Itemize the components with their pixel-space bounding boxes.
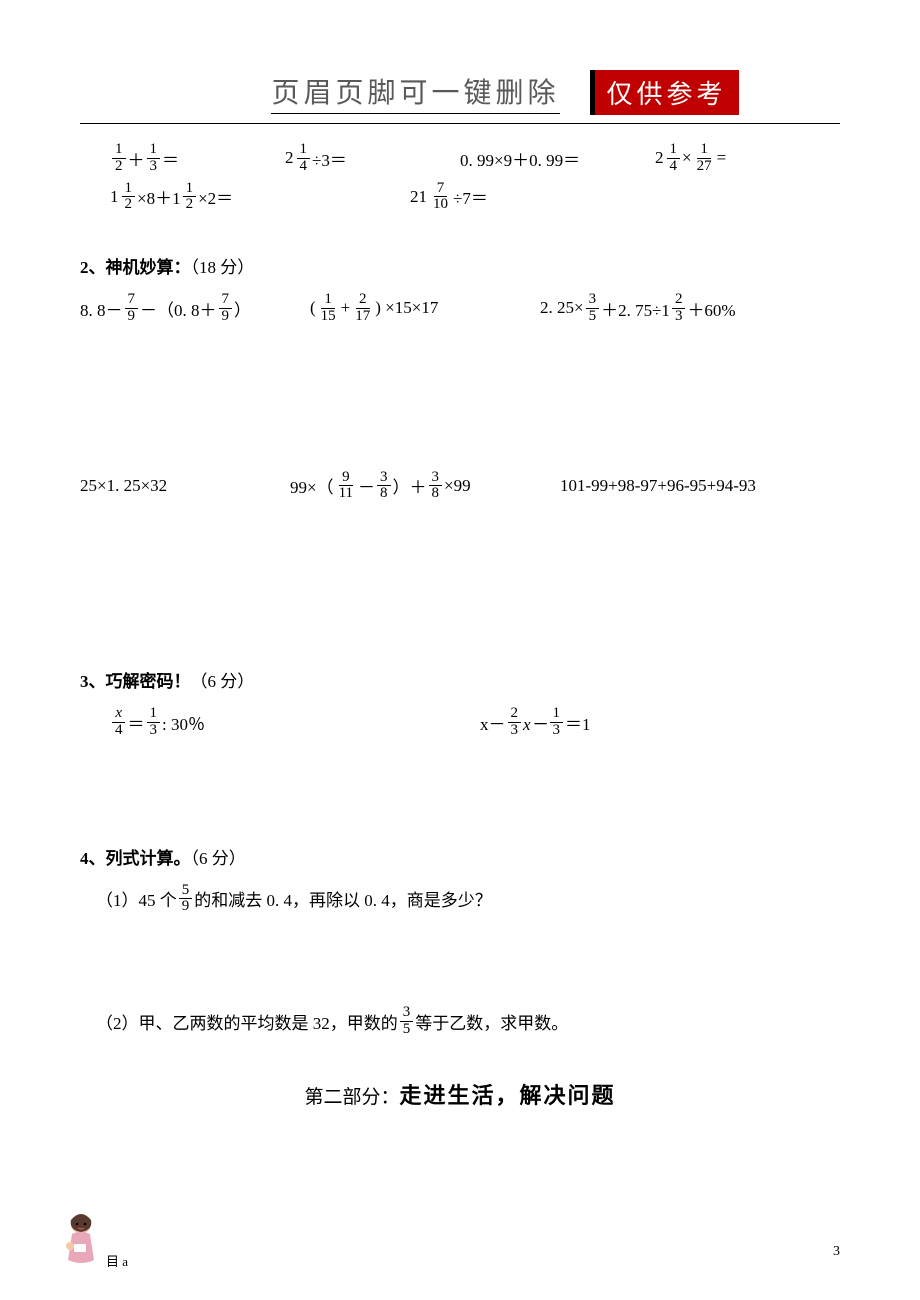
header-title: 页眉页脚可一键删除 [271,71,559,114]
problem-row-5: x4 ＝ 13 : 30％ x－ 23 x－ 13 ＝1 [80,706,840,739]
page-header: 页眉页脚可一键删除 仅供参考 [80,70,840,115]
question-4-1: （1）45 个 59 的和减去 0. 4，再除以 0. 4，商是多少？ [96,883,840,916]
footer-text: 目 a [106,1251,128,1270]
section-4-title: 4、列式计算。（6 分） [80,844,840,869]
expr-8: ( 115 + 217 ) ×15×17 [310,292,540,325]
header-rule [80,123,840,124]
part-2-heading: 第二部分：走进生活，解决问题 [80,1078,840,1110]
expr-1: 12 ＋ 13 ＝ [110,142,285,175]
header-badge: 仅供参考 [590,70,739,115]
expr-5: 112 ×8＋1 12 ×2＝ [110,181,410,214]
expr-11: 99×（ 911 － 38 ）＋ 38 ×99 [290,470,560,503]
expr-14: x－ 23 x－ 13 ＝1 [480,706,591,739]
expr-9: 2. 25× 35 ＋2. 75÷1 23 ＋60% [540,292,736,325]
expr-4: 214 × 127 = [655,142,726,175]
section-2-title: 2、神机妙算：（18 分） [80,253,840,278]
problem-row-3: 8. 8－ 79 －（0. 8＋ 79 ） ( 115 + 217 ) ×15×… [80,292,840,325]
page-number: 3 [833,1244,840,1260]
problem-row-1: 12 ＋ 13 ＝ 214 ÷3＝ 0. 99×9＋0. 99＝ 214 × 1… [110,142,840,175]
teacher-icon [60,1210,102,1270]
footer-left: 目 a [60,1210,128,1270]
expr-7: 8. 8－ 79 －（0. 8＋ 79 ） [80,292,310,325]
expr-13: x4 ＝ 13 : 30％ [110,706,480,739]
expr-10: 25×1. 25×32 [80,476,290,496]
problem-row-4: 25×1. 25×32 99×（ 911 － 38 ）＋ 38 ×99 101-… [80,470,840,503]
expr-6: 21710 ÷7＝ [410,181,488,214]
section-3-title: 3、巧解密码！（6 分） [80,667,840,692]
expr-3: 0. 99×9＋0. 99＝ [460,146,655,171]
expr-2: 214 ÷3＝ [285,142,460,175]
problem-row-2: 112 ×8＋1 12 ×2＝ 21710 ÷7＝ [110,181,840,214]
expr-12: 101-99+98-97+96-95+94-93 [560,476,756,496]
question-4-2: （2）甲、乙两数的平均数是 32，甲数的 35 等于乙数，求甲数。 [96,1005,840,1038]
